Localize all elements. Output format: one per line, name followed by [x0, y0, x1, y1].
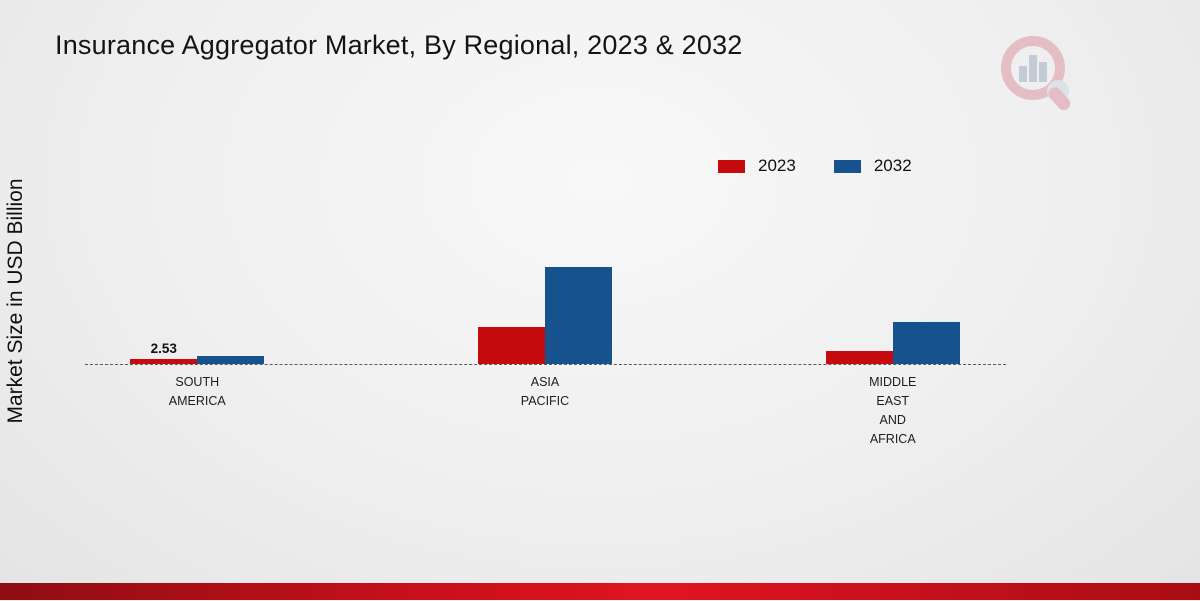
legend-item-2023: 2023	[718, 156, 796, 176]
legend-swatch-2032	[833, 159, 861, 173]
legend: 2023 2032	[718, 156, 912, 176]
bar-2032-south-america	[197, 356, 265, 364]
category-label-south-america: SOUTH AMERICA	[168, 375, 226, 408]
bar-2032-asia-pacific	[545, 267, 612, 364]
bottom-accent-band	[0, 583, 1200, 600]
magnifier-bar-chart-icon	[1001, 36, 1071, 110]
y-axis-label: Market Size in USD Billion	[4, 178, 27, 424]
bar-2023-asia-pacific	[478, 327, 545, 364]
bar-group-middle-east-and-africa: MIDDLE EAST AND AFRICA	[825, 322, 960, 446]
bar-2032-middle-east-and-africa	[892, 322, 960, 364]
bar-2023-middle-east-and-africa	[825, 351, 893, 364]
plot-area: 2.53 SOUTH AMERICA ASIA PACIFIC MIDDLE EAST AND…	[85, 0, 1005, 446]
category-label-asia-pacific: ASIA PACIFIC	[520, 375, 570, 408]
bar-group-south-america: 2.53 SOUTH AMERICA	[130, 341, 265, 408]
bar-2023-south-america: 2.53	[130, 341, 198, 364]
market-research-future-logo	[995, 28, 1080, 123]
bar-value-label: 2.53	[150, 341, 177, 356]
legend-swatch-2023	[718, 159, 745, 173]
category-label-middle-east-and-africa: MIDDLE EAST AND AFRICA	[869, 375, 917, 446]
bar-group-asia-pacific: ASIA PACIFIC	[478, 267, 612, 408]
chart-title: Insurance Aggregator Market, By Regional…	[55, 30, 743, 60]
legend-label-2023: 2023	[758, 156, 796, 175]
zero-baseline	[85, 364, 1006, 365]
legend-item-2032: 2032	[833, 156, 912, 176]
legend-label-2032: 2032	[873, 156, 912, 175]
